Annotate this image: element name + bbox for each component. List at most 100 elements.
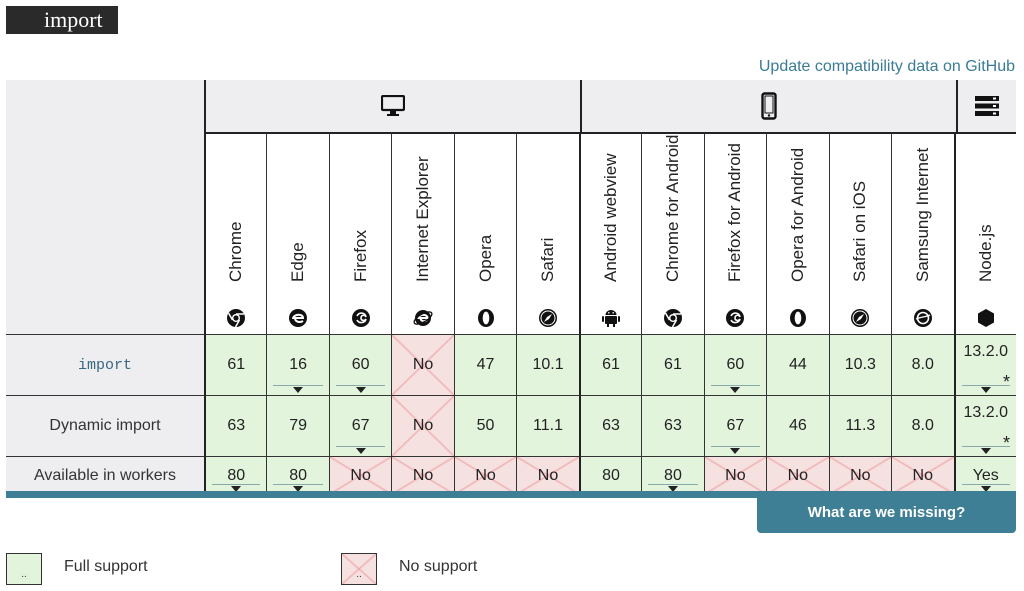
expand-arrow-icon[interactable] — [231, 486, 242, 492]
browser-name: Safari on iOS — [850, 180, 870, 282]
row-label: import — [6, 334, 204, 395]
group-desktop — [204, 80, 580, 132]
support-value: 80 — [664, 466, 682, 484]
support-cell: 63 — [204, 395, 267, 456]
support-value: No — [412, 417, 434, 434]
expand-arrow-icon[interactable] — [293, 387, 304, 393]
support-value: 8.0 — [911, 417, 934, 434]
support-cell[interactable]: Yes — [953, 456, 1016, 494]
support-cell: 44 — [766, 334, 829, 395]
browser-name: Samsung Internet — [912, 147, 932, 282]
what-are-we-missing-button[interactable]: What are we missing? — [757, 491, 1016, 533]
support-cell: No — [828, 456, 892, 494]
support-value: 16 — [289, 356, 308, 373]
support-value: 61 — [602, 356, 620, 373]
support-value: No — [537, 466, 559, 484]
column-header-safari-on-ios: Safari on iOS — [828, 132, 892, 334]
expand-arrow-icon[interactable] — [730, 448, 741, 454]
support-value: No — [475, 466, 496, 484]
notes-divider — [648, 484, 698, 485]
support-cell: No — [328, 456, 392, 494]
legend-full-support-swatch: .. — [6, 553, 42, 585]
support-value: 10.3 — [844, 356, 876, 373]
support-cell: 10.3 — [828, 334, 892, 395]
support-cell[interactable]: 13.2.0 * — [953, 395, 1016, 456]
group-server — [956, 80, 1016, 132]
support-cell: 11.3 — [828, 395, 892, 456]
support-value: No — [412, 356, 434, 373]
column-header-opera: Opera — [453, 132, 517, 334]
group-mobile — [580, 80, 956, 132]
column-header-internet-explorer: Internet Explorer — [391, 132, 454, 334]
support-cell: 50 — [453, 395, 517, 456]
support-value: 13.2.0 — [963, 404, 1008, 421]
column-header-samsung-internet: Samsung Internet — [891, 132, 954, 334]
support-cell[interactable]: 67 — [703, 395, 767, 456]
support-cell: 80 — [578, 456, 642, 494]
support-value: 80 — [289, 466, 308, 484]
support-value: 80 — [602, 466, 620, 484]
opera-icon — [788, 308, 808, 328]
support-value: 63 — [664, 417, 682, 434]
expand-arrow-icon[interactable] — [667, 486, 678, 492]
support-cell[interactable]: 67 — [328, 395, 392, 456]
support-cell[interactable]: 80 — [204, 456, 267, 494]
notes-divider — [961, 385, 1010, 386]
legend-full-support-label: Full support — [64, 558, 148, 575]
support-cell[interactable]: 16 — [266, 334, 329, 395]
support-cell: 8.0 — [891, 334, 954, 395]
support-value: 50 — [476, 417, 495, 434]
legend-mark: .. — [356, 569, 362, 580]
column-header-android-webview: Android webview — [578, 132, 642, 334]
expand-arrow-icon[interactable] — [730, 387, 741, 393]
github-link[interactable]: Update compatibility data on GitHub — [758, 58, 1015, 75]
legend-no-support-label: No support — [399, 558, 478, 575]
opera-icon — [476, 308, 496, 328]
support-cell[interactable]: 80 — [266, 456, 329, 494]
support-cell: No — [391, 456, 454, 494]
expand-arrow-icon[interactable] — [355, 387, 366, 393]
notes-divider — [273, 385, 323, 386]
support-cell[interactable]: 80 — [641, 456, 704, 494]
firefox-icon — [351, 308, 371, 328]
support-value: No — [787, 466, 809, 484]
support-cell: No — [891, 456, 954, 494]
desktop-icon — [381, 95, 405, 116]
chrome-icon — [226, 308, 246, 328]
support-cell: 63 — [641, 395, 704, 456]
browser-name: Safari — [538, 237, 558, 282]
table-bottom-bar — [6, 491, 1016, 498]
support-value: 47 — [476, 356, 495, 373]
support-value: 63 — [227, 417, 246, 434]
expand-arrow-icon[interactable] — [355, 448, 366, 454]
notes-divider — [335, 446, 386, 447]
expand-arrow-icon[interactable] — [293, 486, 304, 492]
support-cell: 47 — [453, 334, 517, 395]
notes-divider — [710, 446, 761, 447]
support-cell[interactable]: 13.2.0 * — [953, 334, 1016, 395]
expand-arrow-icon[interactable] — [980, 486, 991, 492]
support-cell: No — [516, 456, 579, 494]
support-cell: 61 — [578, 334, 642, 395]
support-value: 60 — [351, 356, 370, 373]
column-header-firefox: Firefox — [328, 132, 392, 334]
support-cell[interactable]: 60 — [703, 334, 767, 395]
notes-divider — [961, 484, 1010, 485]
support-cell[interactable]: 60 — [328, 334, 392, 395]
support-value: Yes — [972, 466, 999, 484]
row-label: Available in workers — [6, 456, 204, 494]
browser-name: Android webview — [600, 153, 620, 282]
chrome-icon — [663, 308, 683, 328]
expand-arrow-icon[interactable] — [980, 387, 991, 393]
support-value: 80 — [227, 466, 246, 484]
support-value: 63 — [602, 417, 620, 434]
support-cell: No — [391, 395, 454, 456]
browser-name: Opera for Android — [787, 147, 807, 282]
server-icon — [975, 96, 999, 116]
notes-divider — [710, 385, 761, 386]
support-value: No — [350, 466, 371, 484]
expand-arrow-icon[interactable] — [980, 448, 991, 454]
browser-name: Node.js — [975, 224, 995, 282]
support-value: No — [725, 466, 746, 484]
ie-icon — [413, 308, 433, 328]
